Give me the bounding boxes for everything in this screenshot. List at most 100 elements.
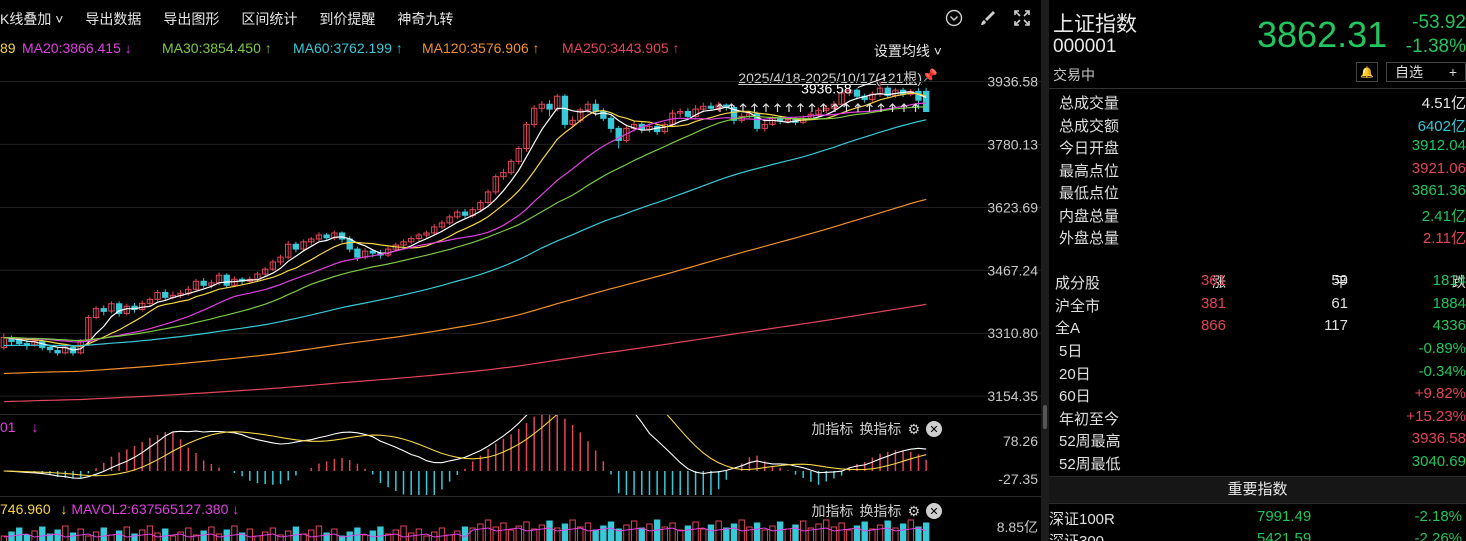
performance-row: 52周最高 3936.58 xyxy=(1049,430,1466,452)
buy-signal-arrow xyxy=(716,103,724,112)
volume-bar xyxy=(776,521,784,541)
ma-settings-dropdown[interactable]: 设置均线 ˅ xyxy=(874,41,942,61)
switch-indicator-button[interactable]: 换指标 xyxy=(859,421,902,437)
breadth-label: 沪全市 xyxy=(1055,297,1101,315)
candle-body xyxy=(507,160,515,174)
chart-panel: K线叠加 ˅ 导出数据 导出图形 区间统计 到价提醒 神奇九转 89 MA20:… xyxy=(0,0,1046,541)
close-icon[interactable]: ✕ xyxy=(926,421,942,437)
kline-overlay-button[interactable]: K线叠加 ˅ xyxy=(0,9,63,29)
date-range-label[interactable]: 2025/4/18-2025/10/17(121根) xyxy=(738,70,922,86)
export-data-button[interactable]: 导出数据 xyxy=(85,11,142,27)
volume-chart[interactable] xyxy=(0,497,1046,541)
volume-bar xyxy=(454,530,461,541)
stat-row: 内盘总量 2.41亿 xyxy=(1049,205,1466,227)
watchlist-button[interactable]: 自选 + xyxy=(1386,62,1466,82)
volume-bar xyxy=(661,526,669,541)
ma20-arrow: ↓ xyxy=(124,40,132,56)
volume-bar xyxy=(507,529,515,541)
stat-value: 4.51亿 xyxy=(1421,95,1466,112)
ma60-text: MA60:3762.199 xyxy=(293,40,392,56)
volume-bar xyxy=(39,526,46,541)
gear-icon[interactable]: ⚙ xyxy=(907,502,920,519)
switch-indicator-button[interactable]: 换指标 xyxy=(859,503,902,519)
expand-icon[interactable] xyxy=(1012,8,1032,28)
export-chart-button[interactable]: 导出图形 xyxy=(163,11,220,27)
y-tick-label: 3467.24 xyxy=(987,262,1038,278)
buy-signal-arrow xyxy=(843,103,850,112)
index-row[interactable]: 深证300 5421.59 -2.26% xyxy=(1049,530,1466,541)
add-indicator-button[interactable]: 加指标 xyxy=(811,503,854,519)
buy-signal-arrow xyxy=(751,103,758,112)
volume-bar xyxy=(715,520,722,541)
brush-icon[interactable] xyxy=(978,8,998,28)
candle-body xyxy=(615,127,622,141)
volume-bar xyxy=(408,532,415,541)
volume-bar xyxy=(846,529,853,541)
candle-body xyxy=(477,201,484,211)
divider-grip[interactable] xyxy=(1043,405,1047,429)
volume-y-top: 8.85亿 xyxy=(996,519,1038,535)
volume-bar xyxy=(23,534,31,541)
gear-icon[interactable]: ⚙ xyxy=(907,420,920,437)
chart-toolbar: K线叠加 ˅ 导出数据 导出图形 区间统计 到价提醒 神奇九转 xyxy=(0,0,1046,38)
chevron-circle-icon[interactable] xyxy=(944,8,964,28)
volume-bar xyxy=(392,529,400,541)
volume-bar xyxy=(807,527,815,541)
volume-bar xyxy=(915,526,922,541)
candlestick-chart[interactable]: 3936.58 3780.13 3623.69 3467.24 3310.80 3154.… xyxy=(0,60,1046,414)
range-stats-button[interactable]: 区间统计 xyxy=(241,11,298,27)
volume-bar xyxy=(592,529,599,541)
breadth-up: 361 xyxy=(1200,272,1226,289)
performance-label: 52周最高 xyxy=(1059,433,1121,450)
close-icon[interactable]: ✕ xyxy=(926,503,942,519)
y-tick-label: 3936.58 xyxy=(987,73,1038,89)
index-pct: -2.26% xyxy=(1414,530,1462,541)
volume-bar xyxy=(823,519,830,541)
candle-body xyxy=(54,349,61,354)
performance-value: -0.34% xyxy=(1418,362,1466,380)
stat-value: 3921.06 xyxy=(1411,159,1466,177)
candle-body xyxy=(561,95,569,125)
volume-label: 746.960 ↓ MAVOL2:637565127.380 ↓ xyxy=(0,501,239,517)
panel-divider[interactable] xyxy=(1041,0,1049,541)
candle-body xyxy=(431,226,438,234)
stat-row: 总成交量 4.51亿 xyxy=(1049,92,1466,114)
candle-body xyxy=(646,125,653,130)
key-indices-header[interactable]: 重要指数 xyxy=(1049,476,1466,504)
volume-bar xyxy=(62,525,69,541)
index-row[interactable]: 深证100R 7991.49 -2.18% xyxy=(1049,508,1466,530)
volume-bar xyxy=(638,527,645,541)
index-name: 深证300 xyxy=(1049,530,1104,541)
add-indicator-button[interactable]: 加指标 xyxy=(811,421,854,437)
volume-bar xyxy=(554,527,561,541)
macd-chart[interactable] xyxy=(0,415,1046,495)
pin-icon[interactable]: 📌 xyxy=(921,68,938,83)
volume-bar xyxy=(707,524,715,541)
breadth-down: 1884 xyxy=(1432,294,1466,312)
price-alert-button[interactable]: 到价提醒 xyxy=(319,11,376,27)
candle-body xyxy=(853,89,861,97)
high-annotation-label: 3936.58 xyxy=(801,80,852,96)
buy-signal-arrow xyxy=(854,103,862,112)
candle-body xyxy=(623,127,630,141)
breadth-label: 成分股 xyxy=(1055,275,1101,292)
candle-body xyxy=(523,123,530,150)
volume-bar xyxy=(799,520,807,541)
magic-nine-button[interactable]: 神奇九转 xyxy=(397,11,454,27)
buy-signal-arrow xyxy=(877,103,885,112)
candle-body xyxy=(484,191,492,203)
candle-body xyxy=(408,238,415,243)
breadth-down: 4336 xyxy=(1432,317,1466,334)
candle-body xyxy=(569,119,576,125)
volume-bar xyxy=(569,519,576,541)
breadth-flat: 117 xyxy=(1324,317,1348,334)
stat-value: 3912.04 xyxy=(1411,137,1466,154)
bell-icon[interactable]: 🔔 xyxy=(1356,62,1378,82)
stat-row: 总成交额 6402亿 xyxy=(1049,115,1466,137)
volume-bar xyxy=(546,520,553,541)
volume-bar xyxy=(669,522,676,541)
volume-bar xyxy=(215,533,223,541)
candle-body xyxy=(423,232,430,236)
candle-body xyxy=(692,108,699,117)
